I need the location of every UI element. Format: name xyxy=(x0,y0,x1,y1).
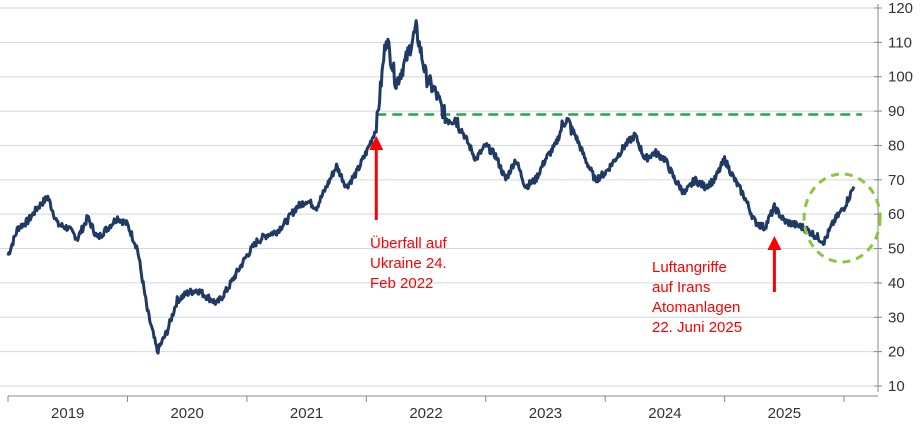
annotation-text: Überfall auf xyxy=(370,234,448,252)
grid-lines xyxy=(0,7,878,387)
annotations: Überfall auf Ukraine 24. Feb 2022 Luftangri… xyxy=(369,136,782,336)
y-tick-label: 20 xyxy=(888,344,905,361)
y-axis: 10 20 30 40 50 60 70 80 90 100 110 120 xyxy=(874,0,913,395)
annotation-text: auf Irans xyxy=(652,279,710,296)
y-tick-label: 110 xyxy=(888,34,912,51)
annotation-arrow-head xyxy=(369,136,384,150)
y-tick-label: 10 xyxy=(888,378,905,395)
y-tick-label: 60 xyxy=(888,206,905,223)
y-tick-label: 100 xyxy=(888,69,913,86)
y-tick-label: 70 xyxy=(888,172,905,189)
annotation-text: Atomanlagen xyxy=(652,299,740,316)
price-series xyxy=(6,19,856,355)
annotation-text: Luftangriffe xyxy=(652,259,727,276)
x-tick-label: 2019 xyxy=(51,405,84,422)
annotation-arrow-head xyxy=(767,236,782,250)
x-tick-label: 2020 xyxy=(170,405,203,422)
recent-rise-circle xyxy=(802,172,882,264)
x-tick-label: 2024 xyxy=(648,405,681,422)
price-line xyxy=(6,19,856,355)
annotation-text: Feb 2022 xyxy=(370,275,433,292)
x-tick-label: 2025 xyxy=(768,405,801,422)
y-tick-label: 80 xyxy=(888,137,905,154)
annotation-text: Ukraine 24. xyxy=(370,255,447,272)
y-tick-label: 40 xyxy=(888,275,905,292)
y-tick-label: 50 xyxy=(888,241,905,258)
y-tick-label: 30 xyxy=(888,309,905,326)
x-tick-label: 2022 xyxy=(409,405,442,422)
highlight-circle xyxy=(802,172,882,264)
x-tick-label: 2023 xyxy=(529,405,562,422)
x-tick-label: 2021 xyxy=(290,405,323,422)
y-tick-label: 90 xyxy=(888,103,905,120)
annotation-text: 22. Juni 2025 xyxy=(652,319,742,336)
y-tick-label: 120 xyxy=(888,0,913,17)
x-axis: 2019 2020 2021 2022 2023 2024 2025 xyxy=(7,395,878,422)
